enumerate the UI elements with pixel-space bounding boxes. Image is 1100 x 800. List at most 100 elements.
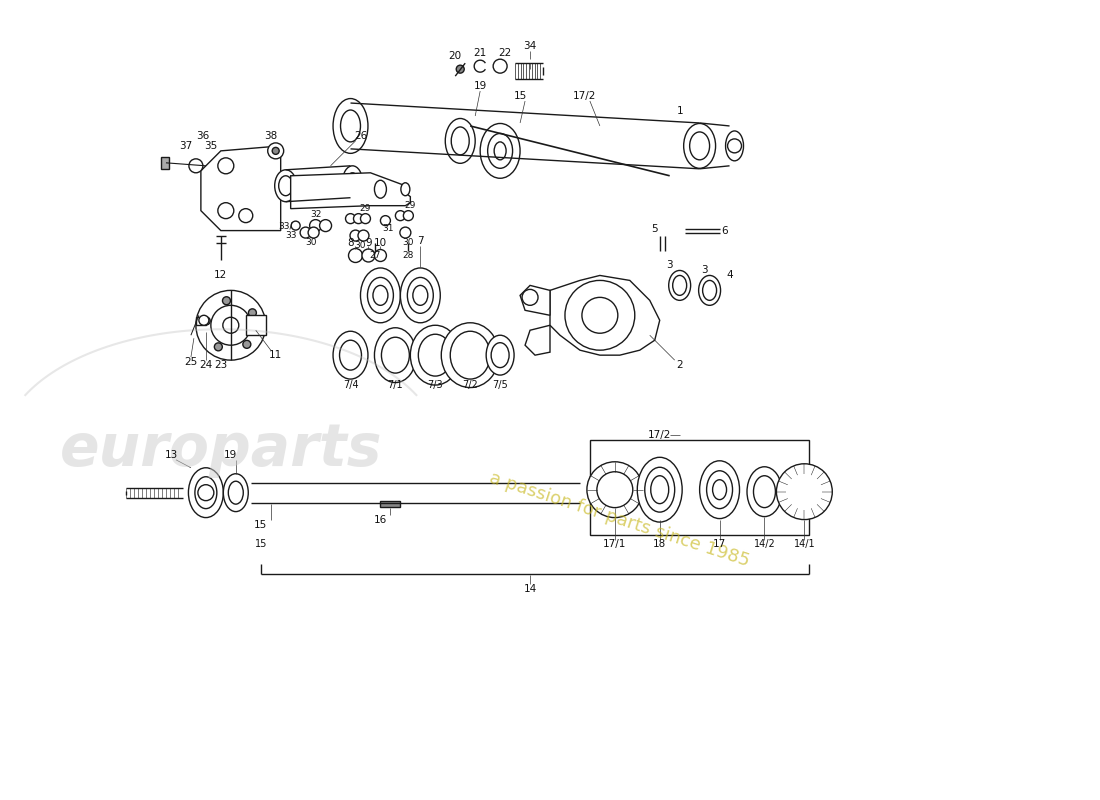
Text: 14: 14	[524, 584, 537, 594]
Circle shape	[309, 220, 321, 231]
Text: 9: 9	[365, 238, 372, 247]
Text: europarts: europarts	[59, 422, 382, 478]
Text: 7/3: 7/3	[428, 380, 443, 390]
Ellipse shape	[690, 132, 710, 160]
Text: 7/5: 7/5	[493, 380, 508, 390]
Circle shape	[189, 159, 202, 173]
Text: 6: 6	[722, 226, 728, 235]
Bar	[590, 440, 810, 534]
Ellipse shape	[487, 134, 513, 168]
Circle shape	[522, 290, 538, 306]
Circle shape	[292, 221, 300, 230]
Circle shape	[381, 216, 390, 226]
Circle shape	[358, 230, 368, 241]
Ellipse shape	[275, 170, 297, 202]
Circle shape	[239, 209, 253, 222]
Ellipse shape	[684, 123, 716, 168]
Circle shape	[361, 214, 371, 224]
Ellipse shape	[698, 275, 720, 306]
Ellipse shape	[645, 467, 674, 512]
Circle shape	[395, 210, 406, 221]
Text: 23: 23	[214, 360, 228, 370]
Circle shape	[198, 485, 213, 501]
Circle shape	[267, 143, 284, 159]
Ellipse shape	[441, 322, 499, 387]
Ellipse shape	[412, 286, 428, 306]
Ellipse shape	[451, 127, 470, 155]
Text: 17/2: 17/2	[648, 430, 671, 440]
Text: 10: 10	[374, 238, 387, 247]
Bar	[196, 318, 206, 326]
Text: 13: 13	[164, 450, 177, 460]
Text: 11: 11	[270, 350, 283, 360]
Circle shape	[218, 202, 234, 218]
Ellipse shape	[700, 461, 739, 518]
Bar	[161, 157, 169, 169]
Ellipse shape	[418, 334, 452, 376]
Ellipse shape	[400, 268, 440, 322]
Text: 7/4: 7/4	[343, 380, 359, 390]
Ellipse shape	[373, 286, 388, 306]
Circle shape	[300, 227, 311, 238]
Ellipse shape	[637, 458, 682, 522]
Text: 3: 3	[702, 266, 708, 275]
Text: 8: 8	[348, 238, 354, 247]
Text: 21: 21	[474, 48, 487, 58]
Text: 16: 16	[374, 514, 387, 525]
Circle shape	[362, 249, 375, 262]
Circle shape	[727, 139, 741, 153]
Circle shape	[777, 464, 833, 519]
Text: 33/: 33/	[278, 221, 293, 230]
Polygon shape	[290, 173, 410, 209]
Text: 22: 22	[498, 48, 512, 58]
Text: 31: 31	[383, 224, 394, 233]
Ellipse shape	[494, 142, 506, 160]
Circle shape	[345, 214, 355, 224]
Circle shape	[272, 147, 279, 154]
Text: 29: 29	[405, 201, 416, 210]
Ellipse shape	[651, 476, 669, 504]
Text: 32: 32	[310, 210, 321, 219]
Text: 17: 17	[713, 539, 726, 550]
Ellipse shape	[341, 110, 361, 142]
Text: 27: 27	[370, 251, 381, 260]
Circle shape	[456, 65, 464, 73]
Ellipse shape	[195, 477, 217, 509]
Ellipse shape	[673, 275, 686, 295]
Circle shape	[353, 214, 363, 224]
Text: 28: 28	[403, 251, 414, 260]
Text: 14/1: 14/1	[793, 539, 815, 550]
Ellipse shape	[747, 466, 782, 517]
Circle shape	[349, 249, 363, 262]
Circle shape	[374, 250, 386, 262]
Text: 29: 29	[360, 204, 371, 213]
Ellipse shape	[407, 278, 433, 314]
Text: 3: 3	[667, 261, 673, 270]
Text: 12: 12	[214, 270, 228, 281]
Ellipse shape	[726, 131, 744, 161]
Text: a passion for parts since 1985: a passion for parts since 1985	[487, 469, 752, 570]
Ellipse shape	[382, 338, 409, 373]
Circle shape	[211, 306, 251, 345]
Circle shape	[222, 297, 231, 305]
Ellipse shape	[486, 335, 514, 375]
Text: 14/2: 14/2	[754, 539, 776, 550]
Text: 1: 1	[676, 106, 683, 116]
Text: 17/1: 17/1	[603, 539, 627, 550]
Circle shape	[320, 220, 331, 231]
Circle shape	[199, 315, 209, 326]
Ellipse shape	[229, 482, 243, 504]
Ellipse shape	[374, 180, 386, 198]
Circle shape	[249, 309, 256, 317]
Text: 25: 25	[185, 357, 198, 367]
Text: 18: 18	[653, 539, 667, 550]
Circle shape	[223, 318, 239, 334]
Ellipse shape	[713, 480, 727, 500]
Ellipse shape	[450, 331, 491, 379]
Text: 34: 34	[524, 42, 537, 51]
Ellipse shape	[669, 270, 691, 300]
Text: 15: 15	[514, 91, 527, 101]
Circle shape	[218, 158, 234, 174]
Polygon shape	[201, 146, 280, 230]
Text: 17/2: 17/2	[573, 91, 596, 101]
